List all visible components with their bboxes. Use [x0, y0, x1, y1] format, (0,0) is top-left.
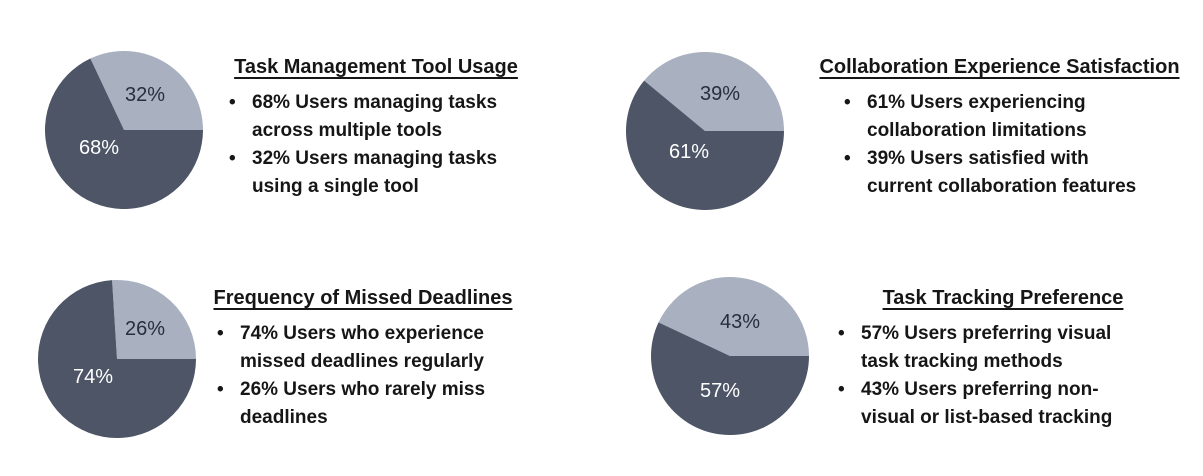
chart-title: Collaboration Experience Satisfaction — [819, 56, 1180, 78]
bullet-list: • 57% Users preferring visual task track… — [836, 320, 1186, 432]
bullet-item: • 68% Users managing tasks across multip… — [227, 89, 539, 145]
bullet-item: • 43% Users preferring non- visual or li… — [836, 376, 1186, 432]
pie-slice — [90, 50, 203, 130]
text-block-task-management-tool-usage: Task Management Tool Usage • 68% Users m… — [213, 55, 539, 201]
bullet-text: 26% Users who rarely miss deadlines — [240, 379, 486, 428]
bullet-dot: • — [229, 148, 236, 169]
bullet-list: • 74% Users who experience missed deadli… — [215, 320, 529, 432]
bullet-list: • 61% Users experiencing collaboration l… — [842, 89, 1203, 201]
pie-slice — [112, 280, 196, 359]
pie-percent-label: 61% — [669, 141, 709, 163]
bullet-item: • 61% Users experiencing collaboration l… — [842, 89, 1203, 145]
bullet-item: • 74% Users who experience missed deadli… — [215, 320, 529, 376]
pie-chart-frequency-of-missed-deadlines: 74% 26% — [38, 280, 196, 439]
bullet-item: • 26% Users who rarely miss deadlines — [215, 376, 529, 432]
pie-slice — [45, 58, 204, 209]
bullet-item: • 32% Users managing tasks using a singl… — [227, 145, 539, 201]
bullet-text: 68% Users managing tasks across multiple… — [252, 92, 498, 141]
pie-slice — [626, 80, 784, 210]
pie-chart-collaboration-experience-satisfaction: 61% 39% — [626, 51, 784, 210]
pie-percent-label: 74% — [73, 366, 113, 388]
bullet-dot: • — [844, 92, 851, 113]
bullet-text: 61% Users experiencing collaboration lim… — [867, 92, 1087, 141]
text-block-collaboration-experience-satisfaction: Collaboration Experience Satisfaction • … — [796, 55, 1203, 201]
pie-slice — [658, 276, 809, 356]
chart-title: Frequency of Missed Deadlines — [213, 287, 513, 309]
bullet-item: • 57% Users preferring visual task track… — [836, 320, 1186, 376]
text-block-task-tracking-preference: Task Tracking Preference • 57% Users pre… — [820, 286, 1186, 432]
pie-slice — [38, 280, 196, 439]
bullet-dot: • — [838, 323, 845, 344]
pie-percent-label: 39% — [700, 83, 740, 105]
bullet-text: 57% Users preferring visual task trackin… — [861, 323, 1112, 372]
bullet-list: • 68% Users managing tasks across multip… — [227, 89, 539, 201]
chart-title: Task Tracking Preference — [882, 287, 1124, 309]
bullet-dot: • — [217, 323, 224, 344]
pie-slice — [644, 51, 784, 131]
bullet-dot: • — [838, 379, 845, 400]
pie-chart-task-management-tool-usage: 68% 32% — [45, 50, 204, 209]
bullet-item: • 39% Users satisfied with current colla… — [842, 145, 1203, 201]
pie-percent-label: 43% — [720, 311, 760, 333]
pie-percent-label: 68% — [79, 137, 119, 159]
pie-percent-label: 26% — [125, 318, 165, 340]
text-block-frequency-of-missed-deadlines: Frequency of Missed Deadlines • 74% User… — [197, 286, 529, 432]
pie-percent-label: 57% — [700, 380, 740, 402]
bullet-text: 39% Users satisfied with current collabo… — [867, 148, 1137, 197]
pie-slice — [651, 322, 809, 435]
pie-percent-label: 32% — [125, 84, 165, 106]
bullet-text: 43% Users preferring non- visual or list… — [861, 379, 1113, 428]
bullet-dot: • — [229, 92, 236, 113]
bullet-dot: • — [844, 148, 851, 169]
bullet-dot: • — [217, 379, 224, 400]
bullet-text: 74% Users who experience missed deadline… — [240, 323, 484, 372]
chart-title: Task Management Tool Usage — [234, 56, 518, 78]
bullet-text: 32% Users managing tasks using a single … — [252, 148, 498, 197]
pie-chart-task-tracking-preference: 57% 43% — [651, 276, 809, 435]
